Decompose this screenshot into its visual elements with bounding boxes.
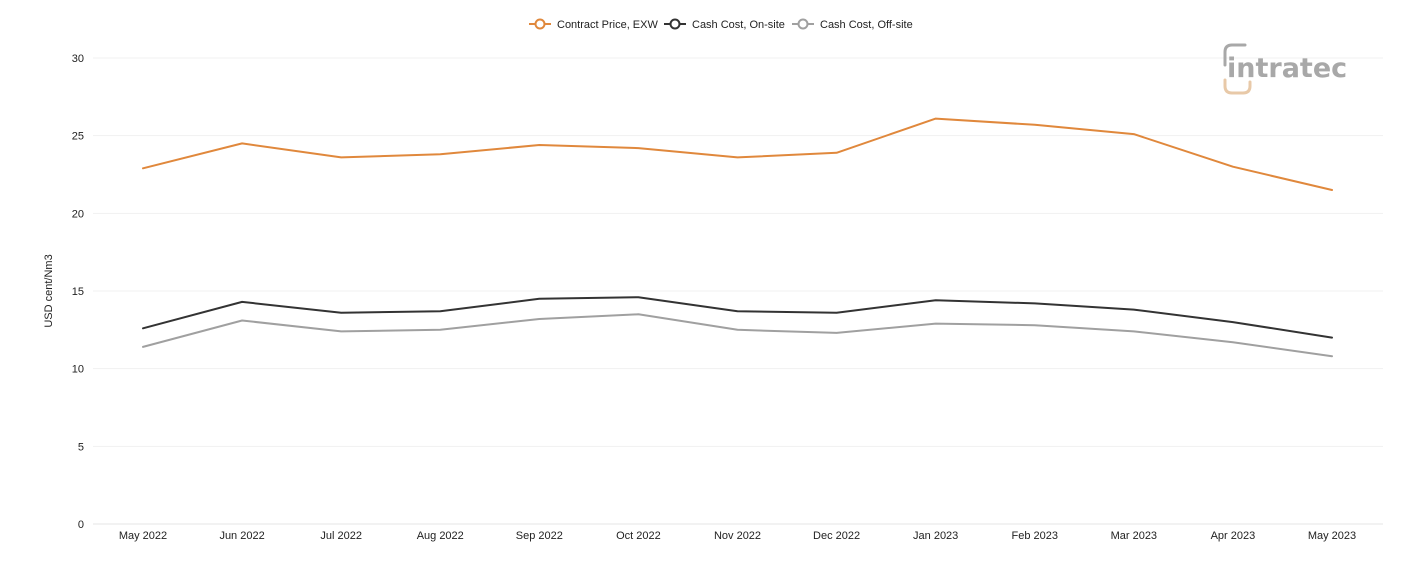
- data-point: [1131, 329, 1136, 334]
- data-point: [933, 116, 938, 121]
- legend-label: Cash Cost, Off-site: [820, 19, 913, 31]
- y-tick-label: 0: [78, 519, 84, 531]
- data-point: [438, 327, 443, 332]
- y-axis: 0 5 10 15 20 25 30: [72, 53, 84, 531]
- logo-text: intratec: [1227, 53, 1347, 84]
- gridlines: [93, 57, 1383, 525]
- data-point: [636, 295, 641, 300]
- x-tick-label: Feb 2023: [1012, 530, 1058, 542]
- data-point: [933, 321, 938, 326]
- data-point: [141, 326, 146, 331]
- series-line-2: [142, 313, 1333, 358]
- legend-label: Cash Cost, On-site: [692, 19, 785, 31]
- data-point: [1330, 335, 1335, 340]
- x-tick-label: May 2023: [1308, 530, 1356, 542]
- legend: Contract Price, EXW Cash Cost, On-site Cas…: [529, 18, 913, 31]
- x-tick-label: Apr 2023: [1211, 530, 1256, 542]
- x-tick-label: May 2022: [119, 530, 167, 542]
- data-point: [240, 141, 245, 146]
- data-point: [1032, 323, 1037, 328]
- data-point: [1230, 340, 1235, 345]
- data-point: [735, 155, 740, 160]
- x-tick-label: Jun 2022: [219, 530, 264, 542]
- data-point: [735, 327, 740, 332]
- y-tick-label: 30: [72, 53, 84, 65]
- intratec-logo: intratec: [1223, 43, 1347, 95]
- y-tick-label: 5: [78, 441, 84, 453]
- data-point: [1032, 301, 1037, 306]
- legend-label: Contract Price, EXW: [557, 19, 658, 31]
- data-point: [1330, 354, 1335, 359]
- y-axis-title: USD cent/Nm3: [43, 254, 55, 327]
- x-axis: May 2022 Jun 2022 Jul 2022 Aug 2022 Sep 2022…: [119, 530, 1356, 542]
- x-tick-label: Mar 2023: [1111, 530, 1157, 542]
- data-point: [339, 310, 344, 315]
- data-point: [834, 330, 839, 335]
- legend-item: Cash Cost, On-site: [664, 18, 785, 31]
- data-point: [438, 309, 443, 314]
- data-point: [1131, 307, 1136, 312]
- data-point: [1330, 188, 1335, 193]
- data-point: [1032, 122, 1037, 127]
- data-point: [1230, 164, 1235, 169]
- data-point: [636, 146, 641, 151]
- x-tick-label: Sep 2022: [516, 530, 563, 542]
- data-point: [834, 150, 839, 155]
- data-point: [1131, 132, 1136, 137]
- x-tick-label: Nov 2022: [714, 530, 761, 542]
- x-tick-label: Dec 2022: [813, 530, 860, 542]
- y-tick-label: 15: [72, 286, 84, 298]
- data-point: [339, 155, 344, 160]
- data-point: [1230, 320, 1235, 325]
- legend-item: Cash Cost, Off-site: [792, 18, 913, 31]
- legend-marker: [669, 18, 681, 30]
- data-point: [240, 318, 245, 323]
- data-point: [240, 299, 245, 304]
- y-tick-label: 10: [72, 364, 84, 376]
- legend-item: Contract Price, EXW: [529, 18, 658, 31]
- x-tick-label: Jul 2022: [320, 530, 362, 542]
- data-point: [141, 344, 146, 349]
- legend-marker: [534, 18, 546, 30]
- x-tick-label: Aug 2022: [417, 530, 464, 542]
- data-point: [537, 296, 542, 301]
- data-point: [438, 152, 443, 157]
- y-tick-label: 20: [72, 208, 84, 220]
- x-tick-label: Jan 2023: [913, 530, 958, 542]
- legend-marker: [797, 18, 809, 30]
- data-point: [636, 312, 641, 317]
- data-point: [537, 142, 542, 147]
- data-point: [834, 310, 839, 315]
- data-point: [933, 298, 938, 303]
- data-point: [339, 329, 344, 334]
- data-point: [537, 316, 542, 321]
- series-lines: [141, 116, 1335, 359]
- x-tick-label: Oct 2022: [616, 530, 661, 542]
- data-point: [141, 166, 146, 171]
- data-point: [735, 309, 740, 314]
- y-tick-label: 25: [72, 131, 84, 143]
- series-line-1: [142, 296, 1333, 339]
- series-line-0: [142, 117, 1333, 191]
